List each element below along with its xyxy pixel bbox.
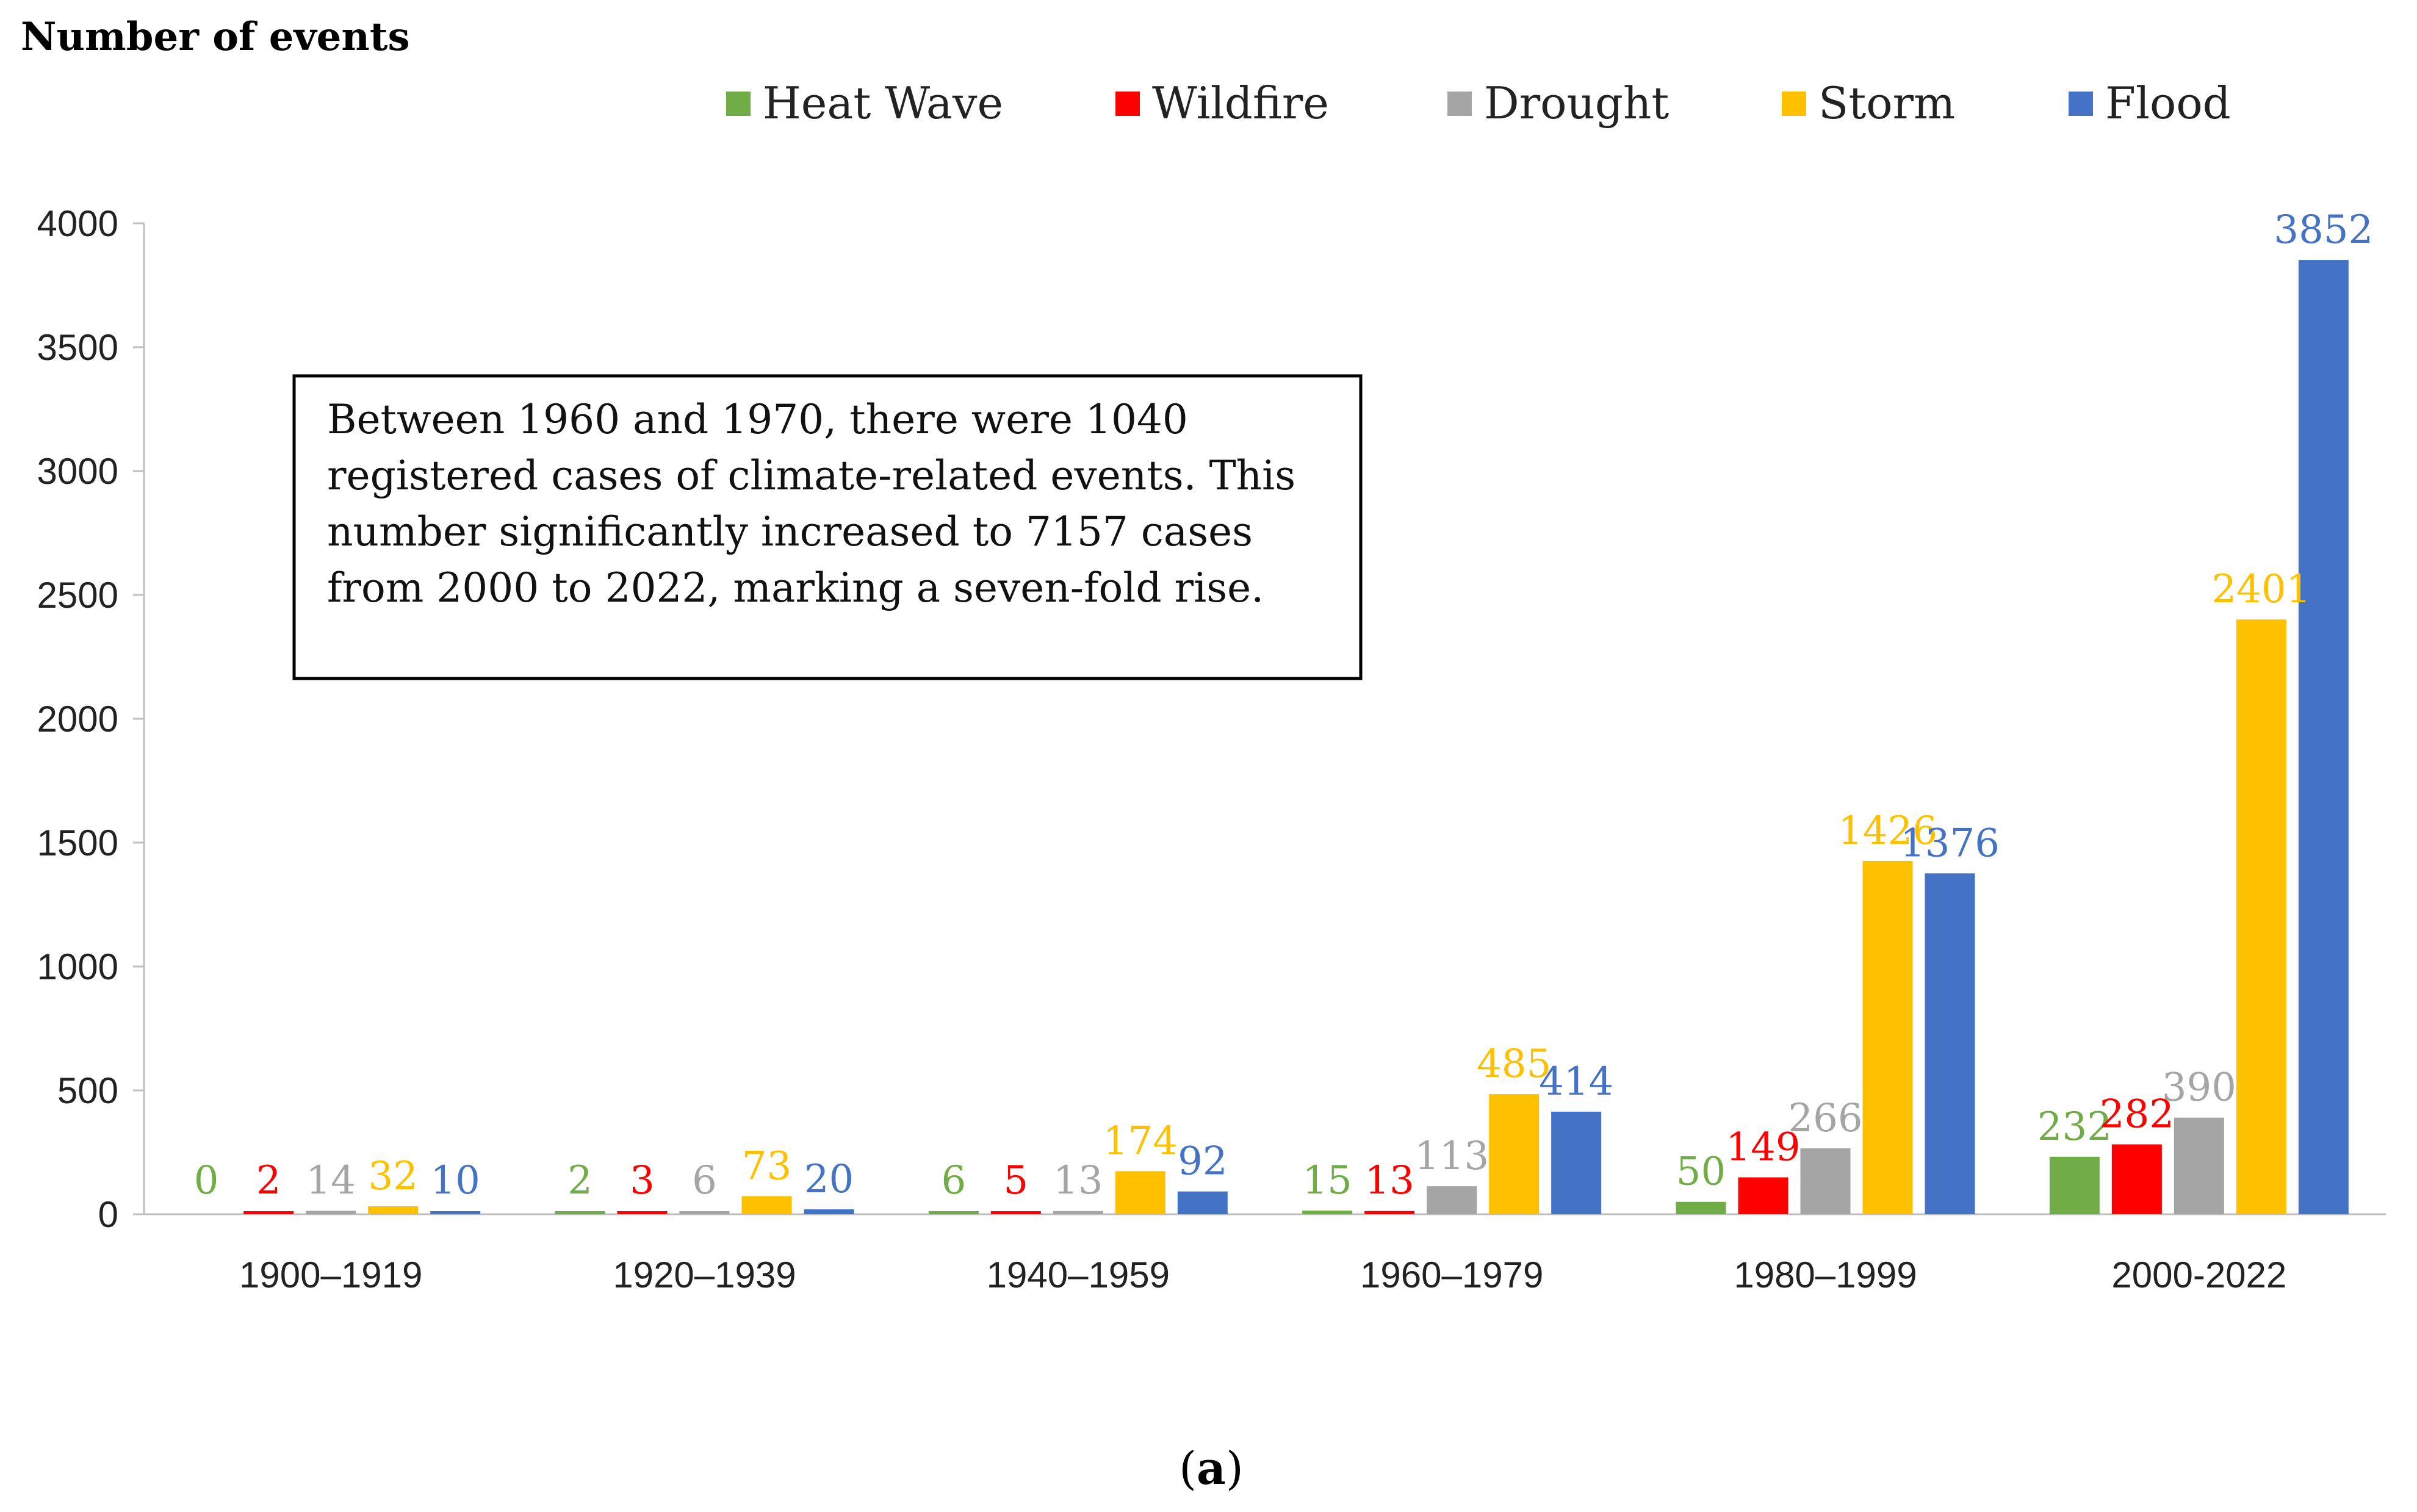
annotation-line: from 2000 to 2022, marking a seven-fold … (327, 564, 1264, 611)
x-tick-label: 1960–1979 (1360, 1255, 1543, 1295)
bar (1364, 1211, 1415, 1214)
data-label: 414 (1539, 1059, 1613, 1104)
y-tick-label: 0 (98, 1194, 118, 1235)
data-label: 13 (1364, 1158, 1414, 1203)
bar (1551, 1111, 1602, 1214)
data-label: 32 (368, 1154, 417, 1199)
bar (741, 1196, 792, 1214)
legend-label: Wildfire (1152, 77, 1329, 129)
legend-label: Flood (2105, 77, 2231, 129)
y-tick-label: 3000 (37, 451, 118, 492)
figure-caption: (a) (1179, 1442, 1244, 1495)
bar (2174, 1117, 2224, 1214)
data-label: 174 (1103, 1118, 1178, 1164)
bar (1800, 1148, 1851, 1214)
y-tick-label: 4000 (37, 203, 118, 244)
bar (430, 1211, 481, 1214)
data-label: 113 (1414, 1134, 1489, 1179)
bar (990, 1211, 1041, 1214)
annotation-line: registered cases of climate-related even… (327, 452, 1295, 499)
data-label: 2 (256, 1158, 281, 1203)
data-label: 10 (430, 1158, 480, 1203)
data-label: 1376 (1900, 821, 2000, 866)
bar (804, 1209, 854, 1214)
data-label: 2 (567, 1158, 593, 1203)
y-axis-title: Number of events (21, 14, 409, 60)
data-label: 390 (2162, 1065, 2236, 1111)
legend-swatch (1782, 92, 1806, 116)
data-label: 232 (2037, 1104, 2112, 1150)
data-label: 0 (194, 1158, 219, 1203)
bar (679, 1211, 730, 1214)
bar (1489, 1094, 1540, 1214)
bar (1738, 1177, 1788, 1214)
y-tick-label: 3500 (37, 327, 118, 368)
annotation-line: Between 1960 and 1970, there were 1040 (327, 396, 1188, 443)
data-label: 149 (1726, 1125, 1800, 1170)
x-tick-label: 1900–1919 (239, 1255, 422, 1295)
legend-label: Storm (1818, 77, 1955, 129)
y-tick-label: 2000 (37, 699, 118, 740)
bar (2298, 260, 2349, 1214)
y-tick-label: 2500 (37, 575, 118, 616)
y-tick-label: 500 (57, 1070, 118, 1111)
annotation-box: Between 1960 and 1970, there were 1040 r… (292, 374, 1363, 680)
bar (555, 1211, 605, 1214)
data-label: 13 (1053, 1158, 1103, 1203)
data-label: 14 (306, 1158, 355, 1203)
data-label: 73 (742, 1143, 791, 1189)
bar (1177, 1191, 1228, 1214)
data-label: 282 (2100, 1092, 2174, 1137)
data-label: 3 (630, 1158, 655, 1203)
bar (368, 1206, 419, 1214)
data-label: 20 (804, 1157, 854, 1202)
x-tick-label: 1940–1959 (987, 1255, 1170, 1295)
bar (1862, 861, 1913, 1214)
y-tick-label: 1500 (37, 823, 118, 863)
data-label: 3852 (2274, 207, 2373, 253)
y-tick-label: 1000 (37, 946, 118, 987)
bar (1115, 1171, 1165, 1214)
bar (617, 1211, 668, 1214)
bar (1427, 1186, 1477, 1214)
x-tick-label: 2000-2022 (2111, 1255, 2286, 1295)
legend-label: Heat Wave (763, 77, 1003, 129)
legend-swatch (1447, 92, 1472, 116)
bar (2111, 1144, 2162, 1214)
data-label: 2401 (2211, 567, 2311, 612)
bar (2236, 619, 2286, 1214)
legend-label: Drought (1484, 77, 1669, 129)
bar (1302, 1210, 1353, 1214)
caption-letter: a (1197, 1442, 1226, 1495)
annotation-line: number significantly increased to 7157 c… (327, 508, 1253, 555)
x-tick-label: 1920–1939 (613, 1255, 796, 1295)
data-label: 266 (1788, 1096, 1862, 1141)
legend-swatch (1115, 92, 1140, 116)
data-label: 1426 (1838, 808, 1937, 854)
bar (1053, 1211, 1103, 1214)
data-label: 92 (1178, 1139, 1227, 1184)
data-label: 15 (1302, 1158, 1352, 1203)
legend: Heat Wave Wildfire Drought Storm Flood (726, 77, 2231, 129)
legend-swatch (726, 92, 751, 116)
bars (243, 260, 2349, 1214)
bar (1925, 873, 1975, 1214)
data-label: 50 (1676, 1150, 1726, 1195)
bar (243, 1211, 294, 1214)
data-label: 6 (692, 1158, 717, 1203)
bar (306, 1211, 356, 1214)
legend-swatch (2069, 92, 2093, 116)
category-labels: 1900–1919 1920–1939 1940–1959 1960–1979 1980… (239, 1255, 2286, 1295)
bar (928, 1211, 979, 1214)
bar (1676, 1201, 1726, 1214)
annotation-border (292, 374, 1363, 680)
data-label: 5 (1003, 1158, 1028, 1203)
x-tick-label: 1980–1999 (1734, 1255, 1917, 1295)
data-label: 6 (941, 1158, 966, 1203)
bar (2049, 1156, 2100, 1214)
data-label: 485 (1477, 1042, 1551, 1087)
